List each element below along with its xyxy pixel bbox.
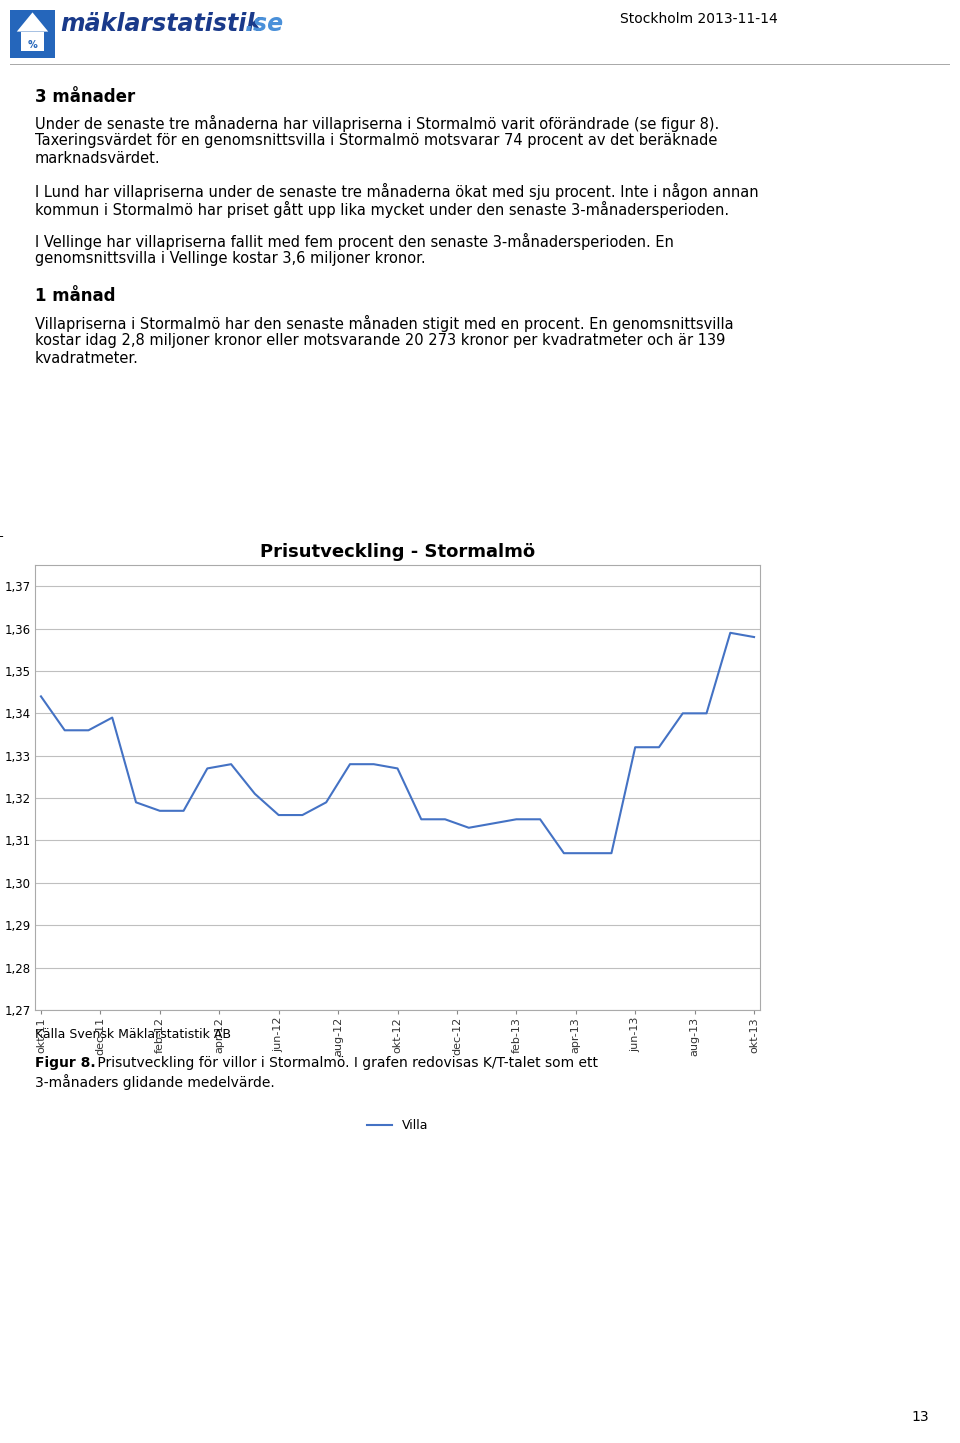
Text: marknadsvärdet.: marknadsvärdet. [35,152,160,166]
Text: kostar idag 2,8 miljoner kronor eller motsvarande 20 273 kronor per kvadratmeter: kostar idag 2,8 miljoner kronor eller mo… [35,333,726,348]
Text: kvadratmeter.: kvadratmeter. [35,351,139,367]
Text: 13: 13 [911,1410,929,1424]
Legend: Villa: Villa [362,1114,433,1137]
Text: mäklarstatistik: mäklarstatistik [60,12,262,36]
Polygon shape [21,32,44,51]
Text: Villapriserna i Stormalmö har den senaste månaden stigit med en procent. En geno: Villapriserna i Stormalmö har den senast… [35,315,733,332]
Text: 3-månaders glidande medelvärde.: 3-månaders glidande medelvärde. [35,1074,275,1089]
Text: %: % [28,39,37,49]
Text: kommun i Stormalmö har priset gått upp lika mycket under den senaste 3-månadersp: kommun i Stormalmö har priset gått upp l… [35,201,730,218]
Text: Taxeringsvärdet för en genomsnittsvilla i Stormalmö motsvarar 74 procent av det : Taxeringsvärdet för en genomsnittsvilla … [35,133,717,149]
Title: Prisutveckling - Stormalmö: Prisutveckling - Stormalmö [260,543,535,561]
Text: 1 månad: 1 månad [35,287,115,304]
Text: genomsnittsvilla i Vellinge kostar 3,6 miljoner kronor.: genomsnittsvilla i Vellinge kostar 3,6 m… [35,251,425,266]
Text: Under de senaste tre månaderna har villapriserna i Stormalmö varit oförändrade (: Under de senaste tre månaderna har villa… [35,115,719,131]
Text: Figur 8.: Figur 8. [35,1056,96,1071]
Text: 3 månader: 3 månader [35,88,135,105]
Polygon shape [16,13,48,32]
Text: .se: .se [245,12,284,36]
Text: Källa Svensk Mäklarstatistik AB: Källa Svensk Mäklarstatistik AB [35,1027,231,1040]
Text: I Lund har villapriserna under de senaste tre månaderna ökat med sju procent. In: I Lund har villapriserna under de senast… [35,183,758,201]
Text: Stockholm 2013-11-14: Stockholm 2013-11-14 [620,12,778,26]
Text: I Vellinge har villapriserna fallit med fem procent den senaste 3-månadersperiod: I Vellinge har villapriserna fallit med … [35,232,674,250]
Text: Prisutveckling för villor i Stormalmö. I grafen redovisas K/T-talet som ett: Prisutveckling för villor i Stormalmö. I… [93,1056,598,1071]
Text: K/T: K/T [0,534,5,547]
